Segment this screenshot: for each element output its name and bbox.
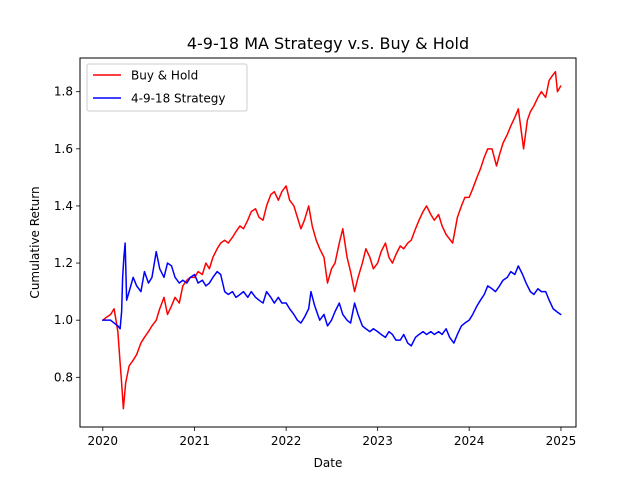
x-tick-label: 2022 — [271, 434, 302, 448]
x-axis-label: Date — [314, 456, 343, 470]
y-tick-label: 1.6 — [54, 142, 73, 156]
x-axis: 2020 2021 2022 2023 2024 2025 — [88, 427, 577, 448]
series-layer — [102, 70, 562, 410]
y-axis: 0.8 1.0 1.2 1.4 1.6 1.8 — [54, 85, 80, 384]
x-tick-label: 2020 — [88, 434, 119, 448]
y-tick-label: 0.8 — [54, 370, 73, 384]
series-line-strategy — [102, 242, 562, 347]
y-tick-label: 1.0 — [54, 313, 73, 327]
legend: Buy & Hold 4-9-18 Strategy — [86, 63, 248, 112]
y-tick-label: 1.8 — [54, 85, 73, 99]
x-tick-label: 2021 — [179, 434, 210, 448]
series-line-buy-hold — [102, 70, 562, 410]
x-tick-label: 2025 — [546, 434, 577, 448]
y-tick-label: 1.2 — [54, 256, 73, 270]
x-tick-label: 2023 — [362, 434, 393, 448]
y-axis-label: Cumulative Return — [28, 186, 42, 298]
chart-title: 4-9-18 MA Strategy v.s. Buy & Hold — [187, 34, 469, 53]
plot-frame — [79, 57, 577, 428]
x-tick-label: 2024 — [454, 434, 485, 448]
legend-label-strategy: 4-9-18 Strategy — [131, 92, 225, 106]
legend-box — [86, 63, 248, 112]
legend-label-buy-hold: Buy & Hold — [131, 69, 198, 83]
y-tick-label: 1.4 — [54, 199, 73, 213]
